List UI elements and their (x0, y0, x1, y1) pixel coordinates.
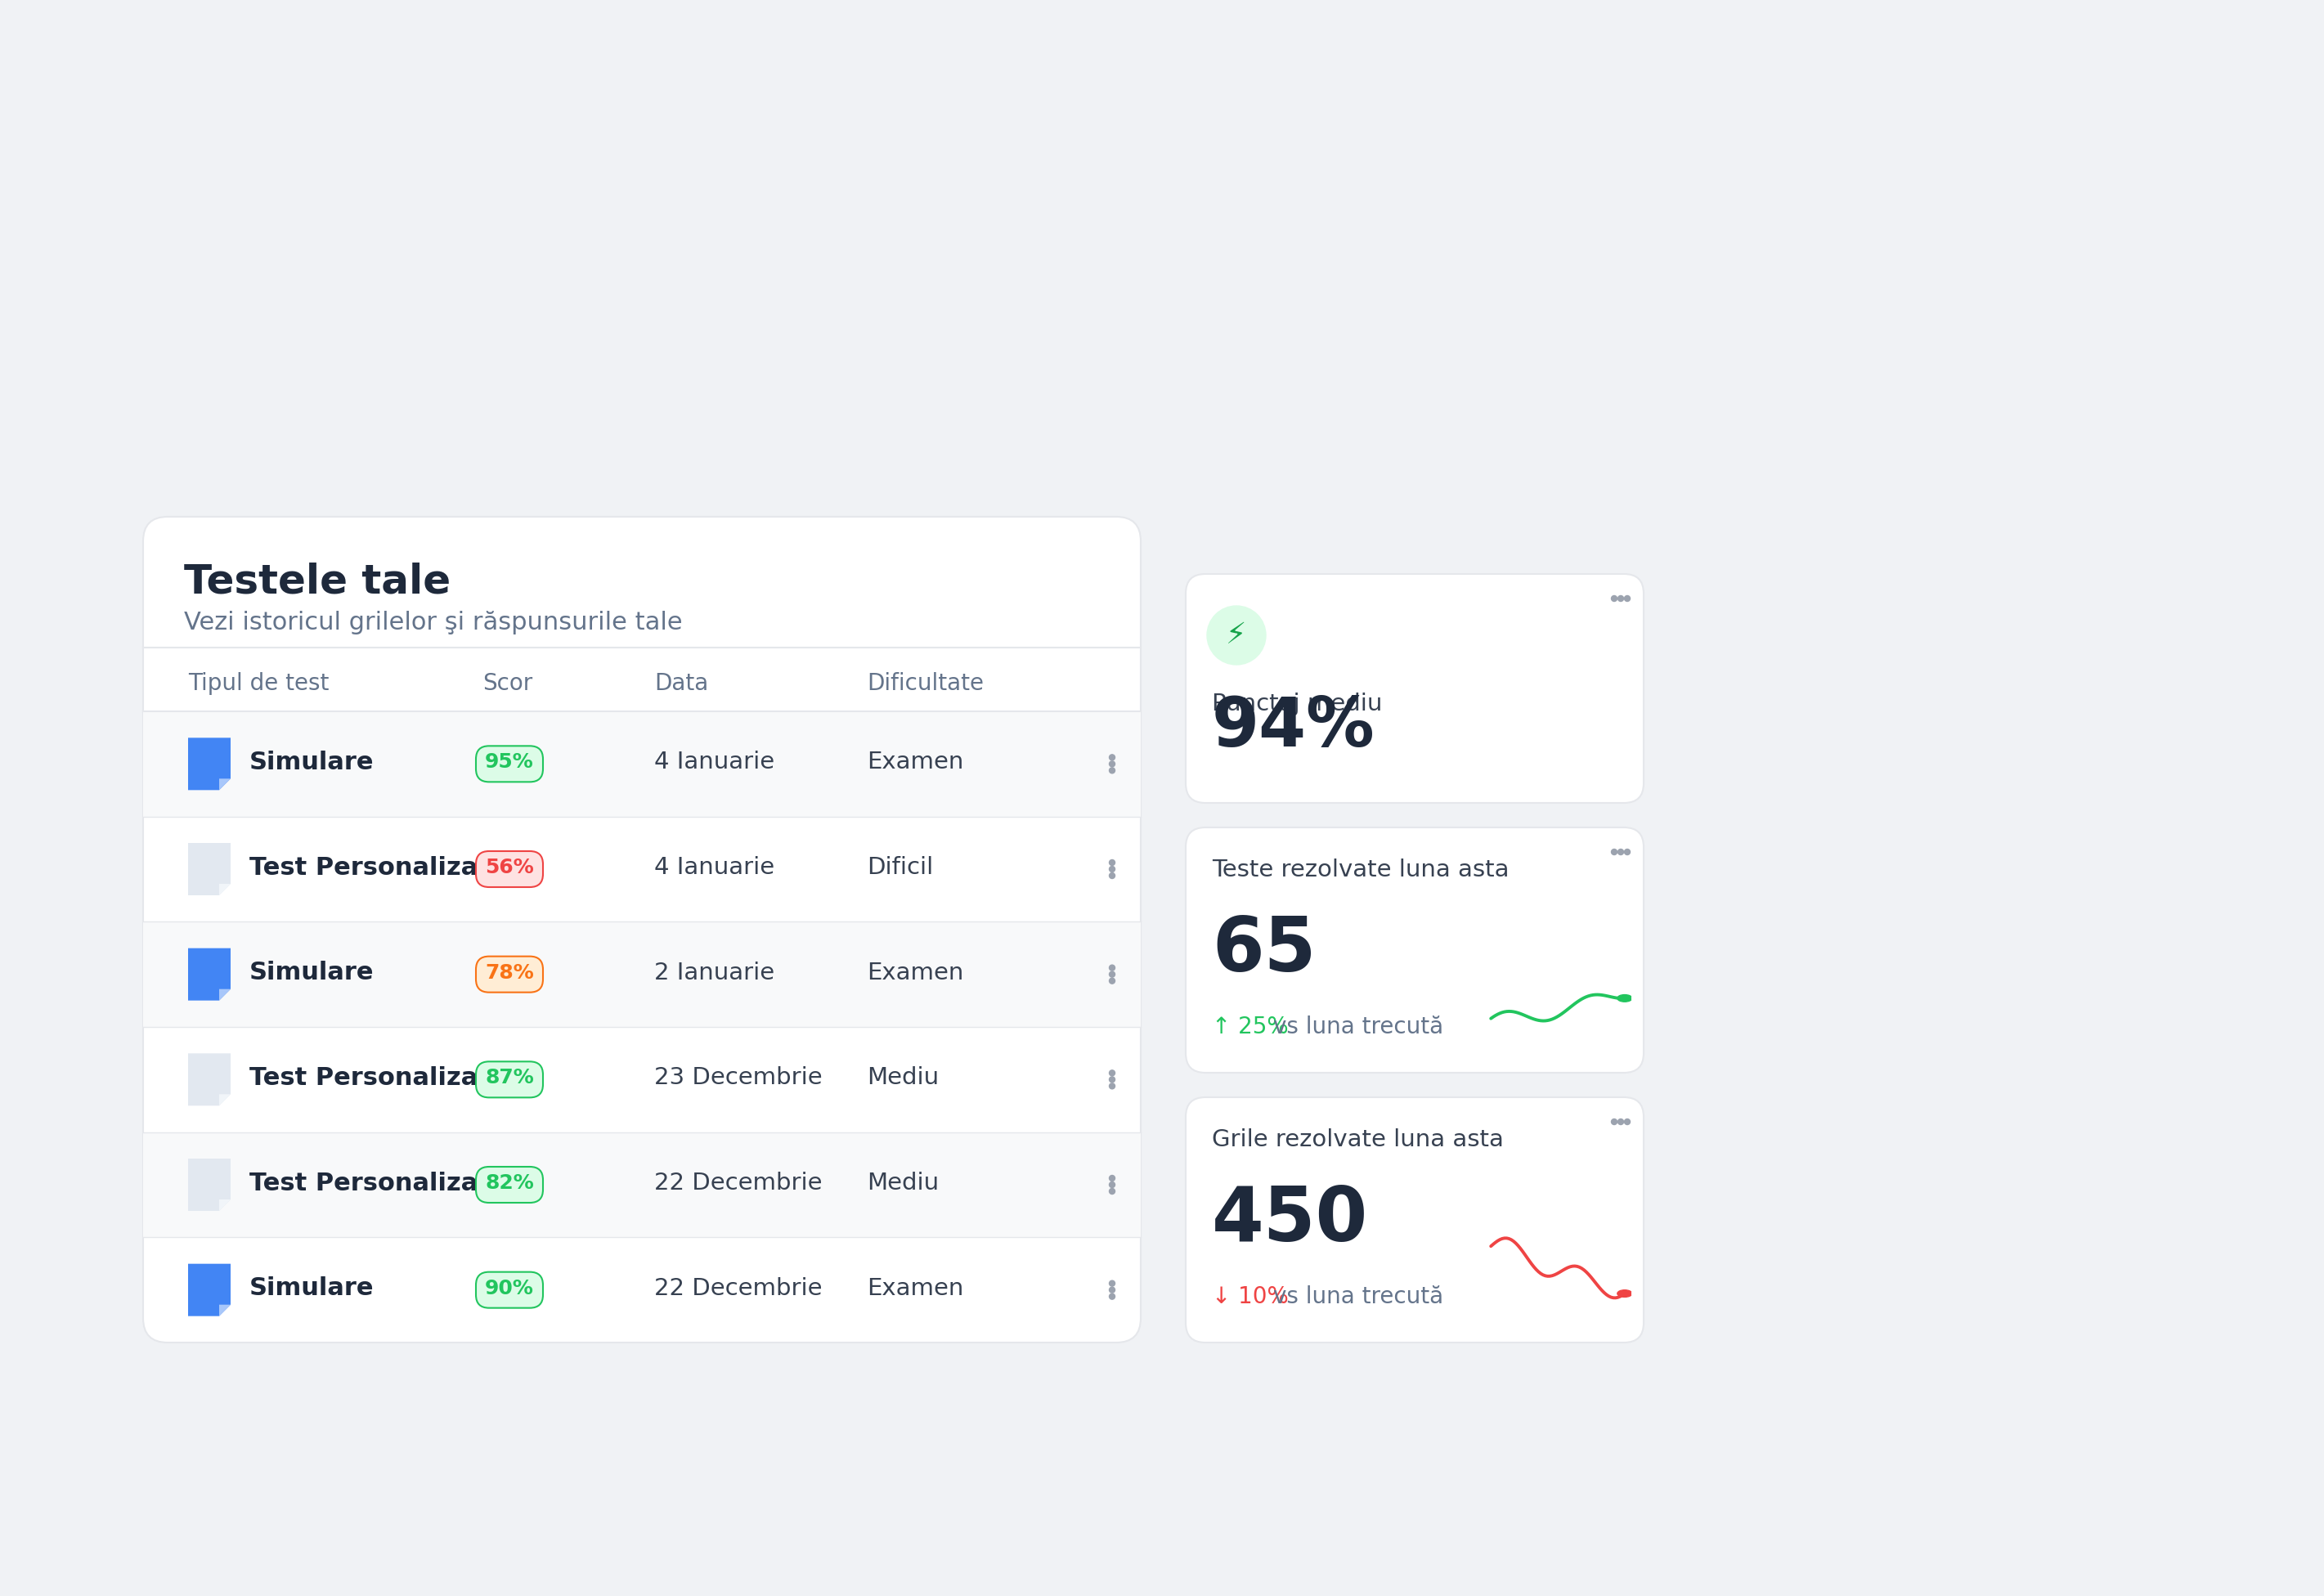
Text: 90%: 90% (486, 1278, 535, 1298)
Circle shape (1611, 849, 1618, 855)
Text: ↑ 25%: ↑ 25% (1211, 1015, 1287, 1039)
Text: Testele tale: Testele tale (184, 562, 451, 602)
FancyBboxPatch shape (476, 1061, 544, 1098)
Polygon shape (218, 1304, 230, 1317)
Circle shape (1618, 1290, 1631, 1298)
Circle shape (1618, 994, 1631, 1002)
FancyBboxPatch shape (144, 922, 1141, 1026)
FancyBboxPatch shape (1185, 575, 1643, 803)
Circle shape (1109, 873, 1116, 878)
Circle shape (1109, 966, 1116, 970)
Circle shape (1109, 972, 1116, 977)
FancyBboxPatch shape (476, 1167, 544, 1203)
Polygon shape (188, 1053, 230, 1106)
Text: Mediu: Mediu (867, 1171, 939, 1194)
Circle shape (1618, 595, 1624, 602)
FancyBboxPatch shape (1185, 827, 1643, 1073)
Polygon shape (188, 948, 230, 1001)
Text: Punctaj mediu: Punctaj mediu (1211, 693, 1383, 715)
Polygon shape (188, 843, 230, 895)
Circle shape (1624, 849, 1629, 855)
Circle shape (1611, 1119, 1618, 1125)
Text: 82%: 82% (486, 1173, 535, 1192)
Circle shape (1109, 860, 1116, 865)
Polygon shape (188, 737, 230, 790)
Text: Examen: Examen (867, 1277, 964, 1299)
Text: Dificultate: Dificultate (867, 672, 983, 694)
Circle shape (1109, 1077, 1116, 1082)
Text: Dificil: Dificil (867, 855, 934, 879)
Circle shape (1109, 1183, 1116, 1187)
Text: Simulare: Simulare (249, 961, 374, 985)
Text: Tipul de test: Tipul de test (188, 672, 330, 694)
FancyBboxPatch shape (144, 712, 1141, 817)
Text: Examen: Examen (867, 750, 964, 774)
FancyBboxPatch shape (476, 745, 544, 782)
Text: Examen: Examen (867, 961, 964, 985)
Polygon shape (188, 1264, 230, 1317)
Circle shape (1109, 1071, 1116, 1076)
Text: Mediu: Mediu (867, 1066, 939, 1090)
Circle shape (1109, 761, 1116, 766)
Circle shape (1109, 867, 1116, 871)
Circle shape (1109, 1084, 1116, 1088)
Text: Teste rezolvate luna asta: Teste rezolvate luna asta (1211, 859, 1508, 881)
Circle shape (1109, 1189, 1116, 1194)
Text: 450: 450 (1211, 1183, 1369, 1256)
Polygon shape (218, 990, 230, 1001)
Text: Test Personalizat: Test Personalizat (249, 1171, 490, 1195)
Text: ↓ 10%: ↓ 10% (1211, 1285, 1287, 1309)
FancyBboxPatch shape (144, 1132, 1141, 1237)
Text: Simulare: Simulare (249, 750, 374, 774)
Text: Grile rezolvate luna asta: Grile rezolvate luna asta (1211, 1128, 1504, 1151)
FancyBboxPatch shape (1185, 1098, 1643, 1342)
Circle shape (1109, 755, 1116, 760)
Text: 2 Ianuarie: 2 Ianuarie (653, 961, 774, 985)
Circle shape (1109, 1294, 1116, 1299)
Circle shape (1109, 1175, 1116, 1181)
Text: 95%: 95% (486, 752, 535, 772)
Text: 87%: 87% (486, 1068, 535, 1088)
Text: vs luna trecută: vs luna trecută (1274, 1285, 1443, 1309)
Text: 4 Ianuarie: 4 Ianuarie (653, 855, 774, 879)
Text: 22 Decembrie: 22 Decembrie (653, 1277, 823, 1299)
Text: 65: 65 (1211, 913, 1315, 986)
Circle shape (1611, 595, 1618, 602)
Circle shape (1618, 1119, 1624, 1125)
Polygon shape (218, 1095, 230, 1106)
Circle shape (1618, 849, 1624, 855)
Text: vs luna trecută: vs luna trecută (1274, 1015, 1443, 1039)
Text: Simulare: Simulare (249, 1277, 374, 1301)
Text: 23 Decembrie: 23 Decembrie (653, 1066, 823, 1090)
Circle shape (1109, 1286, 1116, 1293)
Circle shape (1109, 768, 1116, 774)
Circle shape (1624, 1119, 1629, 1125)
Polygon shape (218, 884, 230, 895)
Text: 22 Decembrie: 22 Decembrie (653, 1171, 823, 1194)
FancyBboxPatch shape (476, 851, 544, 887)
Text: 56%: 56% (486, 857, 535, 878)
Text: 94%: 94% (1211, 694, 1376, 760)
Text: Test Personalizat: Test Personalizat (249, 855, 490, 879)
FancyBboxPatch shape (144, 517, 1141, 1342)
Text: Test Personalizat: Test Personalizat (249, 1066, 490, 1090)
Circle shape (1109, 978, 1116, 983)
FancyBboxPatch shape (476, 956, 544, 993)
FancyBboxPatch shape (476, 1272, 544, 1309)
Circle shape (1624, 595, 1629, 602)
Polygon shape (218, 779, 230, 790)
Circle shape (1109, 1280, 1116, 1286)
Polygon shape (218, 1200, 230, 1211)
Text: Vezi istoricul grilelor şi răspunsurile tale: Vezi istoricul grilelor şi răspunsurile … (184, 611, 683, 635)
Text: 4 Ianuarie: 4 Ianuarie (653, 750, 774, 774)
Text: ⚡: ⚡ (1227, 621, 1246, 650)
Polygon shape (188, 1159, 230, 1211)
Text: 78%: 78% (486, 962, 535, 983)
Text: Scor: Scor (483, 672, 532, 694)
Text: Data: Data (653, 672, 709, 694)
Circle shape (1206, 606, 1267, 664)
